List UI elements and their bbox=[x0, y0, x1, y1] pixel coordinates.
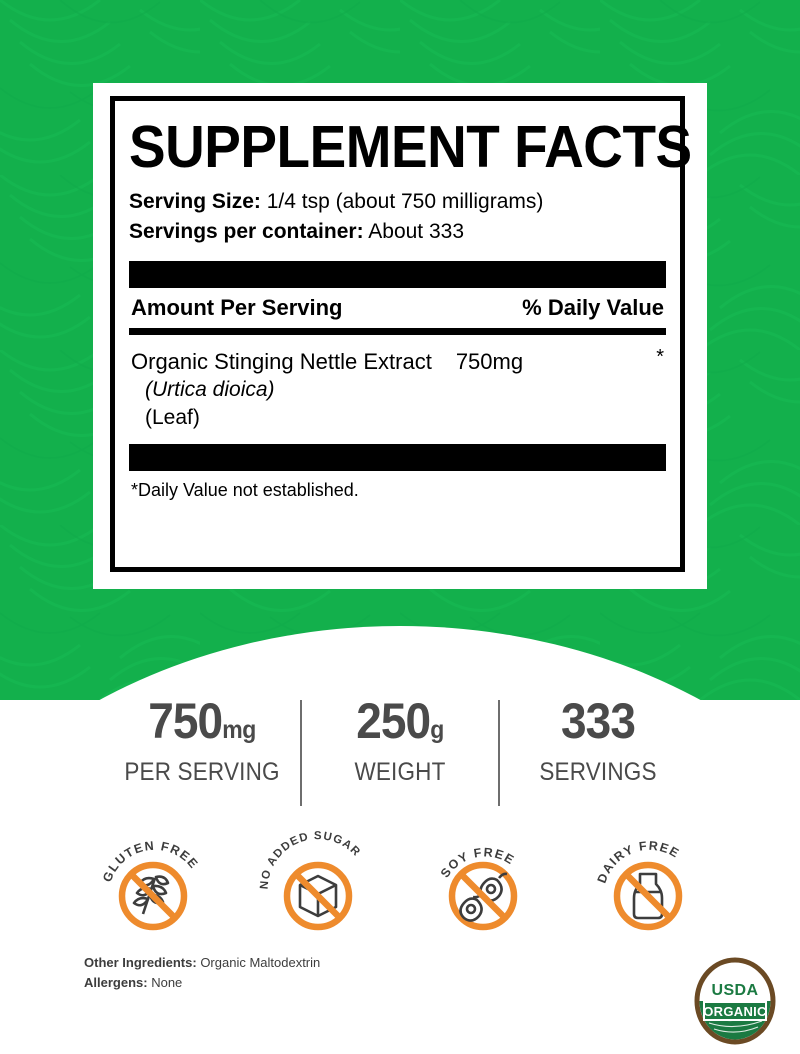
divider-bar-thin bbox=[129, 328, 666, 335]
divider-bar-thick-bottom bbox=[129, 444, 666, 471]
badge-soy-free: SOY FREE bbox=[423, 828, 543, 938]
other-ingredients-value: Organic Maltodextrin bbox=[200, 955, 321, 970]
stat-per-serving: 750mg PER SERVING bbox=[104, 694, 300, 787]
amount-per-serving-header: Amount Per Serving bbox=[131, 295, 343, 320]
stat-divider-2 bbox=[498, 700, 500, 806]
badge-no-added-sugar: NO ADDED SUGAR bbox=[258, 828, 378, 938]
usda-seal-organic-fill bbox=[705, 1003, 765, 1019]
servings-per-container-value: About 333 bbox=[368, 220, 465, 243]
prohibition-slash-icon bbox=[623, 871, 672, 921]
stat-per-serving-number: 750 bbox=[148, 693, 223, 749]
certification-badges: GLUTEN FREE NO ADDED bbox=[0, 828, 800, 938]
stat-weight-value: 250g bbox=[310, 694, 490, 757]
ingredient-daily-value: * bbox=[656, 346, 664, 368]
daily-value-header: % Daily Value bbox=[522, 295, 664, 320]
prohibition-slash-icon bbox=[128, 871, 177, 921]
stats-row: 750mg PER SERVING 250g WEIGHT 333 SERVIN… bbox=[0, 694, 800, 814]
servings-per-container-label: Servings per container: bbox=[129, 220, 364, 243]
prohibition-slash-icon bbox=[458, 871, 507, 921]
badge-gluten-free: GLUTEN FREE bbox=[93, 828, 213, 938]
prohibition-circle-icon bbox=[118, 861, 187, 931]
ingredient-latin-name: (Urtica dioica) bbox=[145, 378, 275, 401]
stat-weight-unit: g bbox=[430, 716, 444, 744]
stat-servings-number: 333 bbox=[560, 693, 636, 749]
stat-weight-number: 250 bbox=[356, 693, 431, 749]
soybean-icon bbox=[458, 872, 507, 922]
usda-seal-bottom-text: ORGANIC bbox=[703, 1004, 767, 1019]
supplement-facts-box: SUPPLEMENT FACTS Serving Size: 1/4 tsp (… bbox=[110, 96, 692, 572]
badge-dairy-free: DAIRY FREE bbox=[588, 828, 708, 938]
stat-weight: 250g WEIGHT bbox=[302, 694, 498, 787]
stat-per-serving-value: 750mg bbox=[112, 694, 292, 757]
prohibition-circle-icon bbox=[283, 861, 352, 931]
usda-seal-top-text: USDA bbox=[712, 982, 759, 999]
servings-per-container-line: Servings per container: About 333 bbox=[129, 217, 666, 247]
stat-per-serving-label: PER SERVING bbox=[124, 758, 280, 786]
prohibition-circle-icon bbox=[448, 861, 517, 931]
stat-divider-1 bbox=[300, 700, 302, 806]
stat-servings-value: 333 bbox=[508, 694, 688, 757]
badge-dairy-free-label: DAIRY FREE bbox=[594, 839, 682, 885]
stat-per-serving-unit: mg bbox=[222, 716, 256, 744]
ingredient-amount: 750mg bbox=[455, 349, 524, 374]
serving-size-value: 1/4 tsp (about 750 milligrams) bbox=[266, 190, 544, 213]
divider-bar-thick-top bbox=[129, 261, 666, 288]
prohibition-circle-icon bbox=[613, 861, 682, 931]
table-header-row: Amount Per Serving % Daily Value bbox=[129, 288, 666, 328]
prohibition-slash-icon bbox=[293, 871, 342, 921]
ingredient-plant-part: (Leaf) bbox=[145, 406, 200, 429]
other-ingredients-label: Other Ingredients: bbox=[84, 955, 197, 970]
stat-servings-label: SERVINGS bbox=[539, 758, 657, 786]
page-title: SUPPLEMENT FACTS bbox=[129, 114, 692, 180]
allergens-label: Allergens: bbox=[84, 975, 148, 990]
serving-size-line: Serving Size: 1/4 tsp (about 750 milligr… bbox=[129, 187, 666, 217]
ingredient-name: Organic Stinging Nettle Extract bbox=[131, 349, 432, 374]
daily-value-footnote: *Daily Value not established. bbox=[131, 480, 359, 500]
serving-size-label: Serving Size: bbox=[129, 190, 261, 213]
usda-organic-seal: USDA ORGANIC bbox=[692, 955, 778, 1047]
other-ingredients-line: Other Ingredients: Organic Maltodextrin bbox=[84, 953, 320, 973]
supplement-facts-card: SUPPLEMENT FACTS Serving Size: 1/4 tsp (… bbox=[93, 83, 707, 589]
table-row: Organic Stinging Nettle Extract 750mg * … bbox=[129, 335, 666, 444]
allergens-value: None bbox=[151, 975, 183, 990]
allergens-line: Allergens: None bbox=[84, 973, 320, 993]
stat-weight-label: WEIGHT bbox=[354, 758, 446, 786]
stat-servings: 333 SERVINGS bbox=[500, 694, 696, 787]
footer-text: Other Ingredients: Organic Maltodextrin … bbox=[84, 953, 320, 993]
